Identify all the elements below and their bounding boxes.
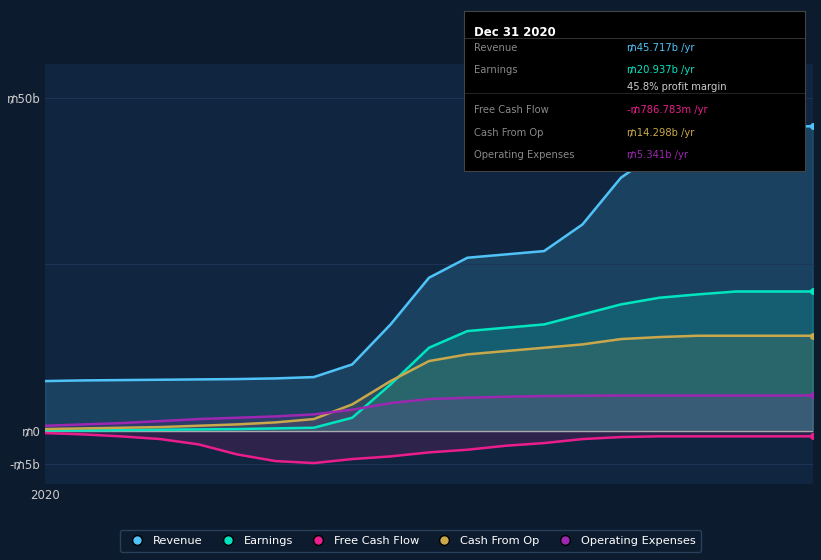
Text: Dec 31 2020: Dec 31 2020 [474, 26, 556, 39]
Text: -₥786.783m /yr: -₥786.783m /yr [627, 105, 708, 115]
Text: ₥20.937b /yr: ₥20.937b /yr [627, 64, 695, 74]
Text: ₥5.341b /yr: ₥5.341b /yr [627, 150, 688, 160]
Text: Cash From Op: Cash From Op [474, 128, 544, 138]
Text: ₥45.717b /yr: ₥45.717b /yr [627, 43, 695, 53]
Text: Free Cash Flow: Free Cash Flow [474, 105, 548, 115]
Text: Earnings: Earnings [474, 64, 518, 74]
Text: Revenue: Revenue [474, 43, 517, 53]
Text: ₥14.298b /yr: ₥14.298b /yr [627, 128, 695, 138]
Text: 45.8% profit margin: 45.8% profit margin [627, 82, 727, 92]
Text: Operating Expenses: Operating Expenses [474, 150, 575, 160]
Legend: Revenue, Earnings, Free Cash Flow, Cash From Op, Operating Expenses: Revenue, Earnings, Free Cash Flow, Cash … [120, 530, 701, 552]
